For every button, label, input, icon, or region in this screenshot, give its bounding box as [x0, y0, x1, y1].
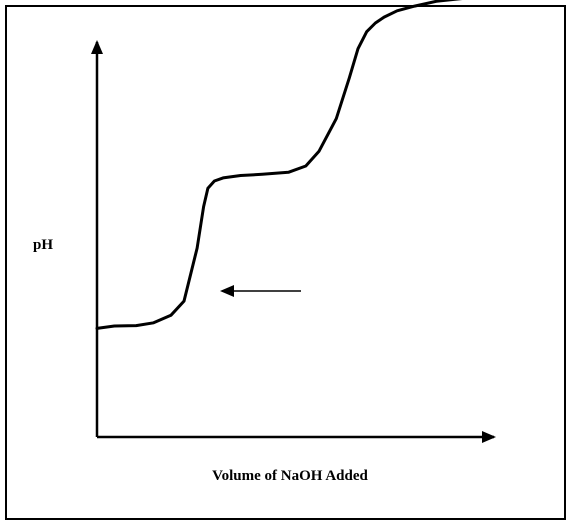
y-axis-label: pH [33, 237, 53, 253]
x-axis-label: Volume of NaOH Added [212, 468, 368, 484]
series-line [95, 0, 463, 330]
figure-frame [5, 5, 566, 520]
